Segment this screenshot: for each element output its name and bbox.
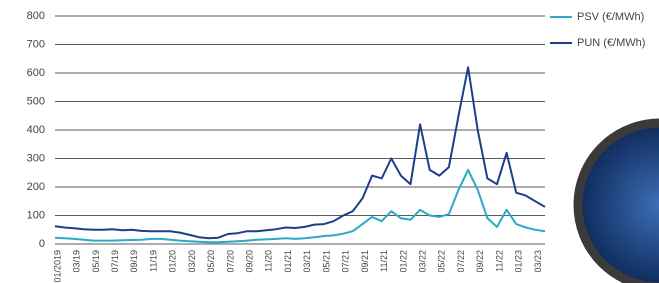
x-tick-label: 09/19 <box>129 250 139 273</box>
y-tick-label: 0 <box>39 238 45 250</box>
decorative-image <box>578 123 659 283</box>
legend-label: PSV (€/MWh) <box>577 11 644 23</box>
y-tick-label: 300 <box>27 152 45 164</box>
x-tick-label: 01/20 <box>168 250 178 273</box>
x-tick-label: 05/22 <box>437 250 447 273</box>
x-tick-label: 01/22 <box>398 250 408 273</box>
chart: 0 100 200 300 400 500 600 700 800 01/2019 03/19 05/… <box>0 0 659 283</box>
y-tick-label: 500 <box>27 95 45 107</box>
x-tick-label: 07/21 <box>341 250 351 273</box>
y-tick-label: 600 <box>27 67 45 79</box>
x-tick-label: 09/22 <box>475 250 485 273</box>
legend-label: PUN (€/MWh) <box>577 37 645 49</box>
y-tick-label: 400 <box>27 124 45 136</box>
x-tick-label: 05/21 <box>321 250 331 273</box>
x-tick-label: 01/23 <box>514 250 524 273</box>
series-line <box>55 170 545 242</box>
x-tick-label: 07/22 <box>456 250 466 273</box>
x-tick-label: 03/19 <box>72 250 82 273</box>
x-tick-label: 03/20 <box>187 250 197 273</box>
x-tick-label: 11/20 <box>264 250 274 272</box>
x-tick-label: 11/19 <box>148 250 158 272</box>
x-tick-label: 05/19 <box>91 250 101 273</box>
x-tick-label: 03/23 <box>533 250 543 273</box>
x-tick-label: 01/2019 <box>52 250 62 283</box>
x-tick-label: 07/19 <box>110 250 120 273</box>
x-tick-label: 01/21 <box>283 250 293 273</box>
x-tick-label: 03/22 <box>417 250 427 273</box>
y-tick-label: 800 <box>27 10 45 22</box>
page: {"chart_data": {"type": "line", "categor… <box>0 0 659 283</box>
x-tick-label: 05/20 <box>206 250 216 273</box>
y-tick-label: 700 <box>27 38 45 50</box>
x-tick-label: 09/20 <box>245 250 255 273</box>
x-tick-label: 09/21 <box>360 250 370 273</box>
x-tick-label: 07/20 <box>225 250 235 273</box>
y-tick-label: 100 <box>27 209 45 221</box>
x-tick-label: 11/22 <box>494 250 504 272</box>
series-line <box>55 67 545 238</box>
x-tick-label: 11/21 <box>379 250 389 272</box>
y-tick-label: 200 <box>27 181 45 193</box>
x-tick-label: 03/21 <box>302 250 312 273</box>
plot: 0 100 200 300 400 500 600 700 800 01/2019 03/19 05/… <box>27 10 646 283</box>
